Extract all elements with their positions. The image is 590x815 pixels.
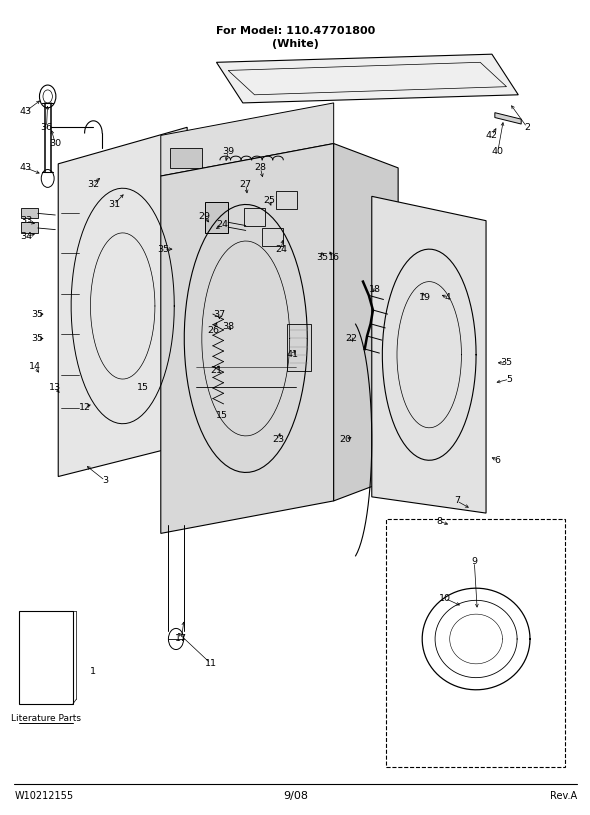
Text: 30: 30 [49,139,61,148]
Bar [21,222,38,233]
Text: 24: 24 [275,244,287,253]
Polygon shape [58,127,187,477]
Text: 27: 27 [240,179,252,188]
Text: 11: 11 [205,659,217,667]
Text: W10212155: W10212155 [14,791,73,801]
Text: 21: 21 [211,367,222,376]
Text: 10: 10 [439,594,451,603]
Text: 33: 33 [20,216,32,225]
Text: 1: 1 [90,667,96,676]
Text: 12: 12 [78,403,91,412]
Text: (White): (White) [272,38,319,49]
Text: 39: 39 [222,148,234,156]
Polygon shape [161,103,334,176]
Text: 19: 19 [418,293,431,302]
Text: 24: 24 [217,220,228,229]
Text: 32: 32 [87,179,100,188]
Text: 35: 35 [316,253,328,262]
Text: Literature Parts: Literature Parts [11,714,81,723]
Polygon shape [495,112,521,124]
Circle shape [40,85,56,108]
Bar [205,202,228,233]
Text: 35: 35 [158,244,170,253]
Text: 25: 25 [263,196,275,205]
Text: For Model: 110.47701800: For Model: 110.47701800 [216,26,375,37]
Text: 29: 29 [199,212,211,221]
Text: 4: 4 [445,293,451,302]
Text: 28: 28 [254,163,267,173]
Polygon shape [161,143,334,533]
Text: 38: 38 [222,322,234,331]
Text: 31: 31 [108,200,120,209]
Text: 40: 40 [492,148,504,156]
Text: 18: 18 [369,285,381,294]
Bar [287,324,312,371]
Text: 9: 9 [471,557,477,566]
Bar [276,192,297,209]
Text: 8: 8 [436,517,442,526]
Text: 14: 14 [29,363,41,372]
Text: 3: 3 [102,476,108,485]
Text: 5: 5 [506,375,513,384]
Circle shape [41,170,54,187]
Text: 2: 2 [524,123,530,132]
Text: 42: 42 [486,131,498,140]
Text: 15: 15 [217,411,228,420]
Bar [386,519,565,766]
Text: Rev.A: Rev.A [550,791,577,801]
Text: 15: 15 [137,383,149,392]
Text: 16: 16 [327,253,340,262]
Text: 13: 13 [49,383,61,392]
Text: 41: 41 [287,350,299,359]
Text: 22: 22 [345,334,358,343]
Polygon shape [334,143,398,501]
Text: 23: 23 [272,435,284,444]
Circle shape [43,90,53,103]
Text: 35: 35 [32,334,44,343]
Text: 35: 35 [32,310,44,319]
Text: 26: 26 [208,326,219,335]
Text: 36: 36 [41,123,53,132]
Bar [244,208,265,226]
Text: 20: 20 [339,435,352,444]
Circle shape [168,628,183,650]
Text: 17: 17 [175,635,187,644]
Polygon shape [217,54,518,103]
Bar [169,148,202,168]
Bar [261,228,283,246]
Bar [21,208,38,218]
Polygon shape [372,196,486,513]
Text: 34: 34 [20,232,32,241]
Text: 37: 37 [214,310,225,319]
Text: 43: 43 [20,107,32,116]
Text: 9/08: 9/08 [283,791,308,801]
Bar [19,610,73,704]
Text: 35: 35 [500,359,513,368]
Text: 7: 7 [454,496,460,505]
Text: 6: 6 [495,456,501,465]
Text: 43: 43 [20,163,32,173]
